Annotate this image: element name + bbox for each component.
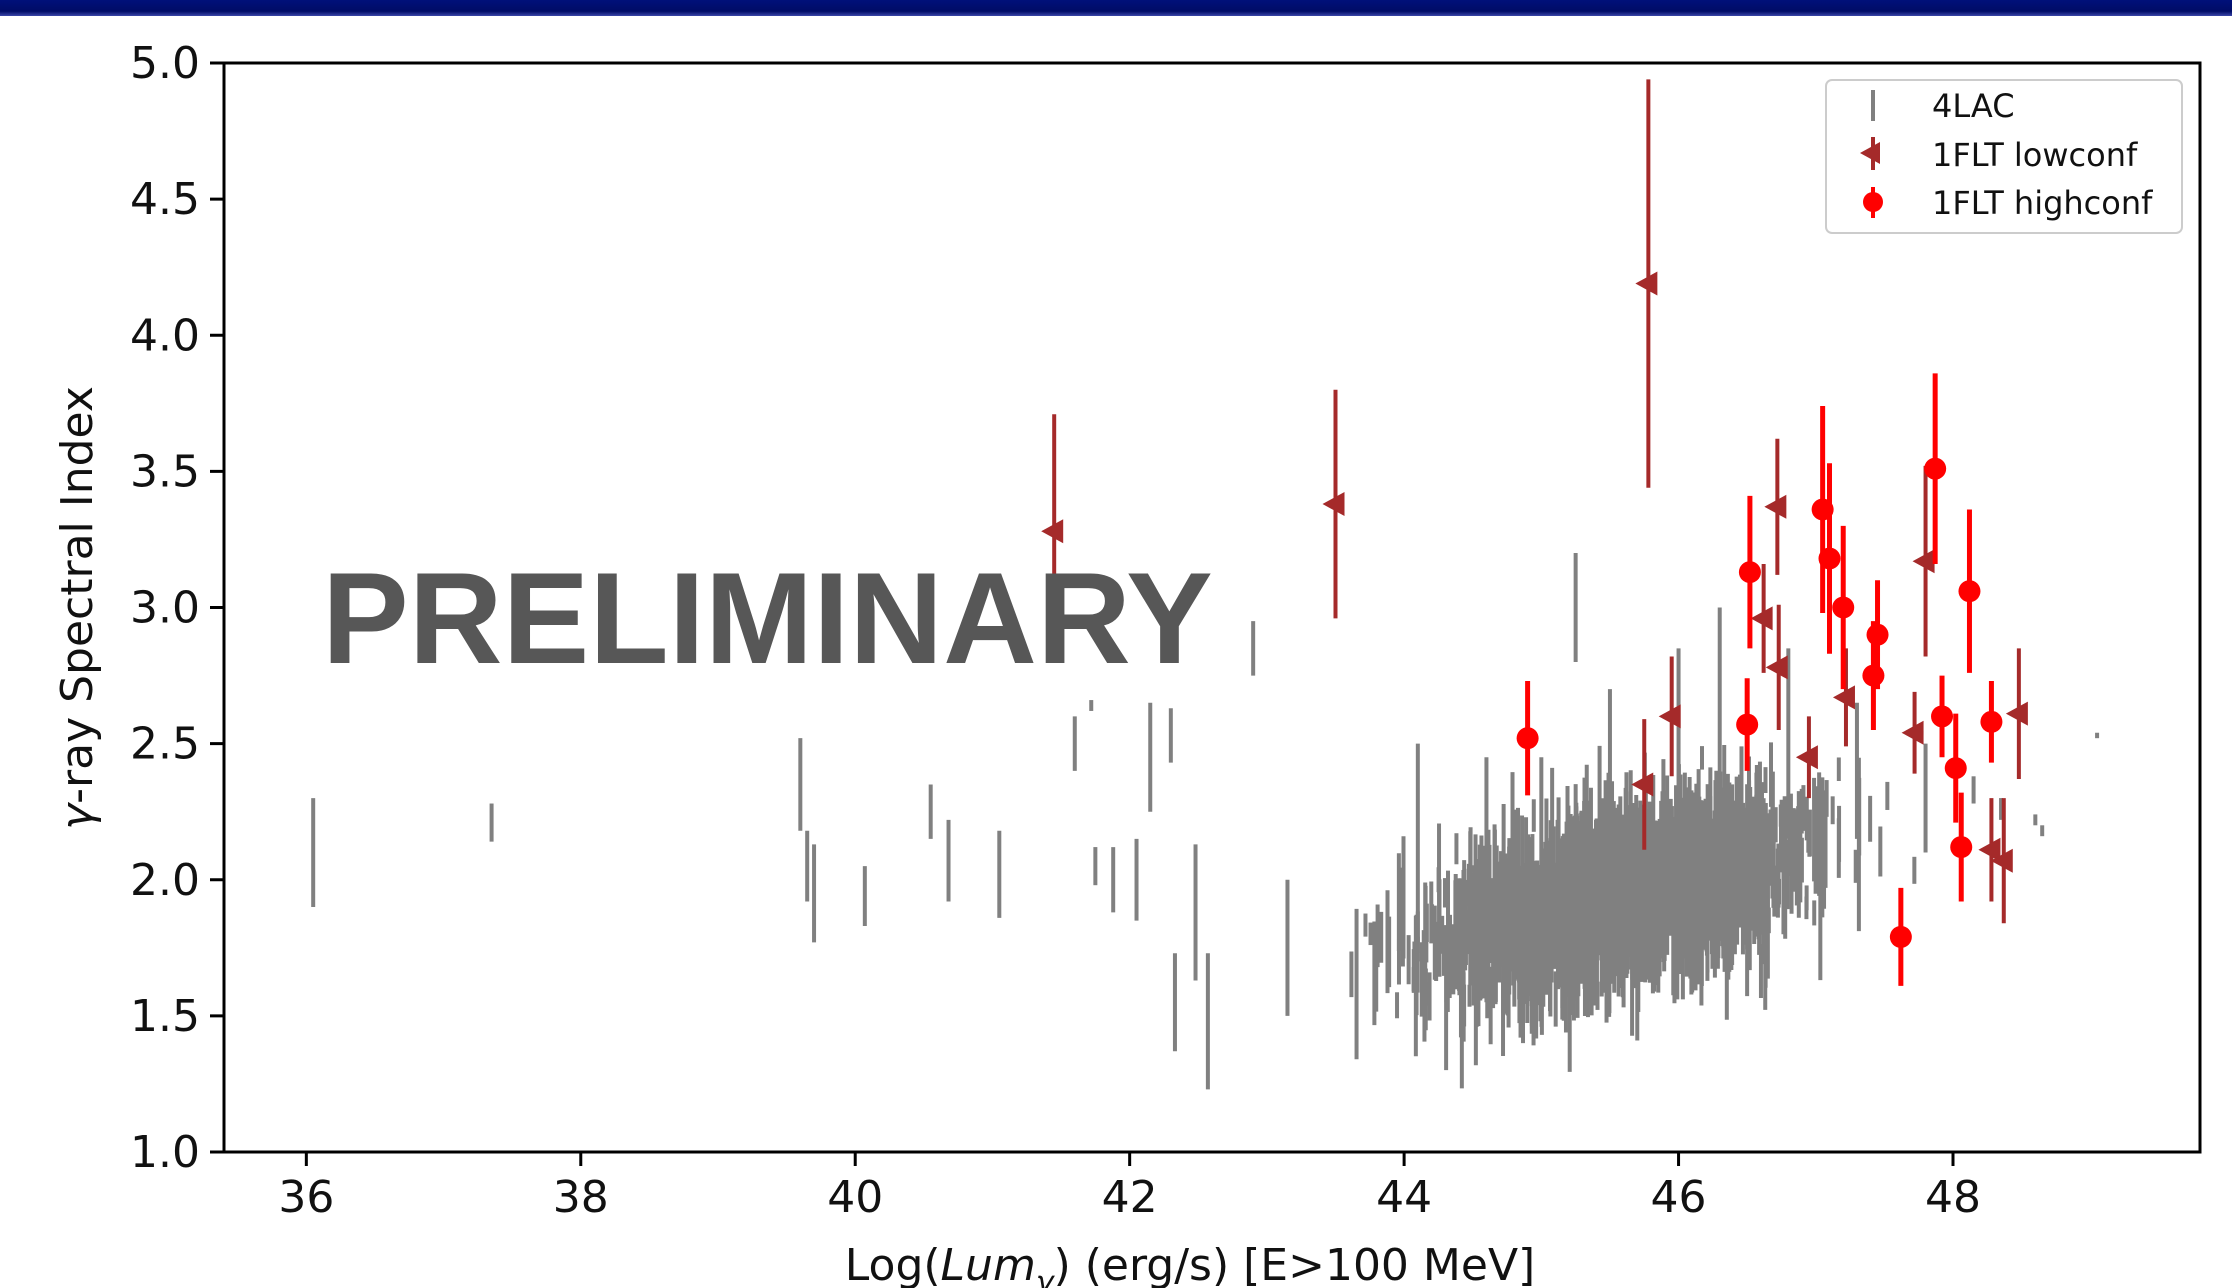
point-1flt-highconf [1950,836,1973,859]
point-1flt-highconf [1924,457,1947,480]
y-tick-label: 4.0 [130,310,200,361]
point-1flt-lowconf [1041,519,1064,544]
point-1flt-highconf [1516,727,1539,750]
point-1flt-lowconf [1832,685,1855,710]
series-1flt-highconf [1516,373,2003,986]
point-1flt-lowconf [1764,494,1787,519]
legend-label-4lac: 4LAC [1932,87,2015,125]
x-tick-label: 38 [553,1172,609,1223]
x-tick-label: 48 [1925,1172,1981,1223]
point-1flt-highconf [1944,757,1967,780]
y-axis-label: γ-ray Spectral Index [52,386,103,830]
point-1flt-lowconf [1795,745,1818,770]
legend: 4LAC 1FLT lowconf 1FLT highconf [1825,79,2183,234]
point-1flt-lowconf [1990,848,2013,873]
point-1flt-highconf [1980,710,2003,733]
point-1flt-highconf [1832,596,1855,619]
series-1flt-lowconf [1041,79,2028,924]
x-axis-label: Log(Lumγ) (erg/s) [E>100 MeV] [845,1240,1535,1288]
point-1flt-lowconf [1978,837,2001,862]
y-tick-label: 2.0 [130,855,200,906]
point-1flt-highconf [1889,925,1912,948]
point-1flt-lowconf [1901,720,1924,745]
point-1flt-highconf [1738,561,1761,584]
point-1flt-lowconf [1912,549,1935,574]
x-tick-label: 42 [1102,1172,1158,1223]
plot-area [224,63,2200,1152]
x-tick-label: 44 [1376,1172,1432,1223]
legend-marker-1flt-highconf [1863,187,1883,218]
header-band [0,0,2232,16]
legend-frame [1825,79,2183,234]
y-axis-ticks: 1.0 1.5 2.0 2.5 3.0 3.5 4.0 4.5 5.0 [130,38,224,1178]
point-1flt-highconf [1958,580,1981,603]
y-tick-label: 1.5 [130,991,200,1042]
point-1flt-highconf [1931,705,1954,728]
y-tick-label: 4.5 [130,174,200,225]
y-tick-label: 5.0 [130,38,200,89]
point-1flt-lowconf [2005,701,2028,726]
y-tick-label: 3.0 [130,583,200,634]
point-1flt-highconf [1866,623,1889,646]
point-1flt-lowconf [1658,704,1681,729]
series-4lac [311,553,2100,1090]
x-tick-label: 36 [278,1172,334,1223]
point-1flt-lowconf [1765,655,1788,680]
legend-label-1flt-lowconf: 1FLT lowconf [1932,136,2138,174]
x-tick-label: 46 [1651,1172,1707,1223]
x-tick-label: 40 [827,1172,883,1223]
y-tick-label: 3.5 [130,446,200,497]
point-1flt-lowconf [1635,271,1658,296]
point-1flt-lowconf [1750,606,1773,631]
y-tick-label: 2.5 [130,719,200,770]
point-1flt-highconf [1862,664,1885,687]
legend-label-1flt-highconf: 1FLT highconf [1932,184,2153,222]
point-1flt-lowconf [1322,492,1345,517]
point-1flt-highconf [1818,547,1841,570]
point-1flt-highconf [1736,713,1759,736]
preliminary-watermark: PRELIMINARY [322,545,1213,691]
legend-marker-1flt-lowconf [1860,137,1880,170]
x-axis-ticks: 36 38 40 42 44 46 48 [278,1152,1981,1223]
point-1flt-lowconf [1631,772,1654,797]
y-tick-label: 1.0 [130,1127,200,1178]
